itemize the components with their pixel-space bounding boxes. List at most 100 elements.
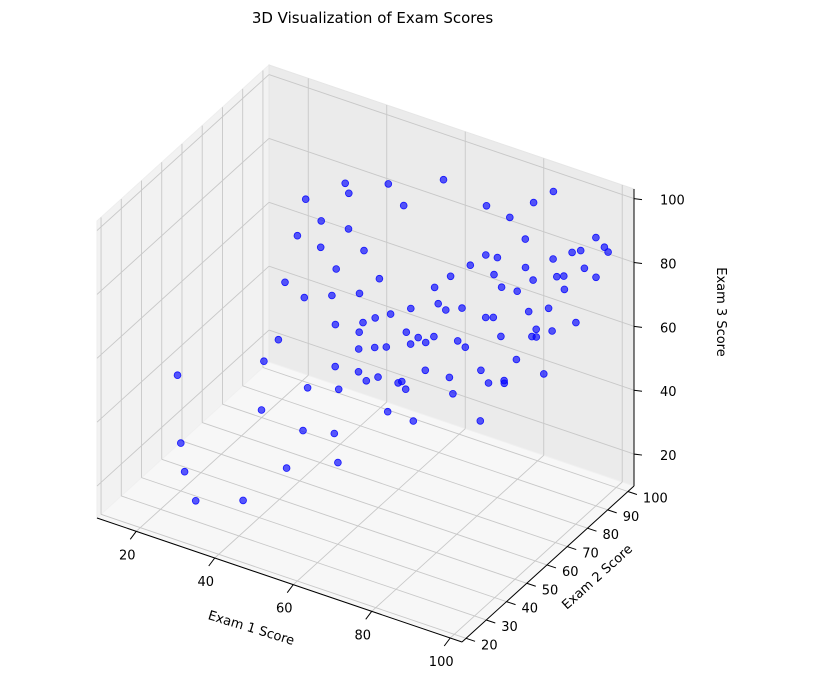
data-point <box>330 429 339 438</box>
data-point <box>282 464 291 472</box>
y-tick <box>486 619 496 624</box>
y-tick-label: 80 <box>602 528 619 543</box>
grid-line-x-floor <box>214 401 388 559</box>
data-point <box>505 213 514 222</box>
axis-edges <box>96 189 635 643</box>
data-point <box>303 383 312 392</box>
data-point <box>481 251 490 259</box>
data-point <box>386 310 395 318</box>
data-point <box>458 304 466 312</box>
data-point <box>446 272 455 281</box>
x-tick-label: 100 <box>429 655 454 670</box>
grid-line-y-floor <box>161 458 527 584</box>
data-point <box>576 246 585 255</box>
data-point <box>362 376 371 385</box>
data-point <box>334 458 342 467</box>
data-point <box>281 278 289 287</box>
data-point <box>560 285 569 294</box>
data-point <box>317 217 326 225</box>
data-point <box>370 343 379 352</box>
y-tick <box>506 601 516 606</box>
data-point <box>355 328 364 337</box>
data-point <box>528 332 536 341</box>
x-tick <box>443 637 451 647</box>
data-point <box>430 283 439 292</box>
x-tick-label: 80 <box>354 628 371 643</box>
data-point <box>341 179 350 188</box>
y-tick <box>526 582 536 587</box>
grid-line-y-floor <box>242 385 608 511</box>
data-point <box>482 202 491 210</box>
data-points <box>173 175 612 505</box>
data-point <box>293 231 302 240</box>
data-point <box>500 376 508 385</box>
data-point <box>421 338 430 347</box>
y-tick <box>587 527 597 532</box>
data-point <box>434 299 443 308</box>
y-tick-label: 40 <box>522 602 539 617</box>
data-point <box>399 201 408 210</box>
grid-line-x-floor <box>371 455 545 612</box>
z-tick-label: 100 <box>660 194 685 209</box>
data-point <box>497 283 506 292</box>
data-point <box>604 248 612 256</box>
data-point <box>239 496 247 505</box>
data-point <box>375 274 384 283</box>
data-point <box>476 417 485 425</box>
data-point <box>383 407 392 416</box>
data-point <box>489 313 498 322</box>
y-tick <box>546 564 557 569</box>
data-point <box>180 467 189 476</box>
z-tick-label: 40 <box>660 385 677 400</box>
y-tick <box>465 637 476 642</box>
tick-labels: 2040608010020304050607080901002040608010… <box>119 194 685 670</box>
x-tick <box>129 531 137 540</box>
data-point <box>430 332 438 341</box>
x-tick <box>365 611 373 620</box>
data-point <box>481 313 490 322</box>
chart-title: 3D Visualization of Exam Scores <box>251 9 494 27</box>
grid-line-z-back <box>268 265 635 391</box>
x-tick <box>286 584 294 593</box>
data-point <box>331 362 340 371</box>
data-point <box>344 189 353 198</box>
data-point <box>332 265 341 273</box>
data-point <box>402 328 411 337</box>
data-point <box>257 406 266 414</box>
data-point <box>497 332 505 341</box>
grid-line-x-floor <box>292 428 466 586</box>
grid-line-y-floor <box>141 477 507 603</box>
y-tick-label: 60 <box>562 565 579 580</box>
data-point <box>592 233 600 242</box>
z-tick <box>633 198 643 201</box>
data-point <box>300 293 309 302</box>
x-tick-label: 40 <box>197 575 214 590</box>
data-point <box>490 270 498 279</box>
data-point <box>374 373 382 381</box>
grid-line-z-left <box>96 74 270 231</box>
z-tick <box>633 325 643 328</box>
data-point <box>493 253 502 262</box>
y-tick <box>567 546 577 551</box>
y-tick <box>627 491 638 495</box>
grid-line-z-back <box>268 201 635 327</box>
data-point <box>466 261 475 270</box>
data-point <box>354 367 363 376</box>
data-point <box>414 333 423 342</box>
data-point <box>439 175 448 184</box>
data-point <box>461 343 470 352</box>
data-point <box>355 289 364 298</box>
data-point <box>548 327 556 335</box>
data-point <box>421 366 430 375</box>
tick-marks <box>129 198 643 647</box>
data-point <box>549 187 558 196</box>
data-point <box>177 439 185 447</box>
z-axis-label: Exam 3 Score <box>713 267 728 356</box>
y-tick-label: 90 <box>623 510 640 525</box>
y-tick-label: 70 <box>582 547 599 562</box>
data-point <box>301 195 310 204</box>
data-point <box>260 357 268 366</box>
x-tick-label: 20 <box>119 548 136 563</box>
data-point <box>549 255 557 263</box>
data-point <box>529 198 538 207</box>
